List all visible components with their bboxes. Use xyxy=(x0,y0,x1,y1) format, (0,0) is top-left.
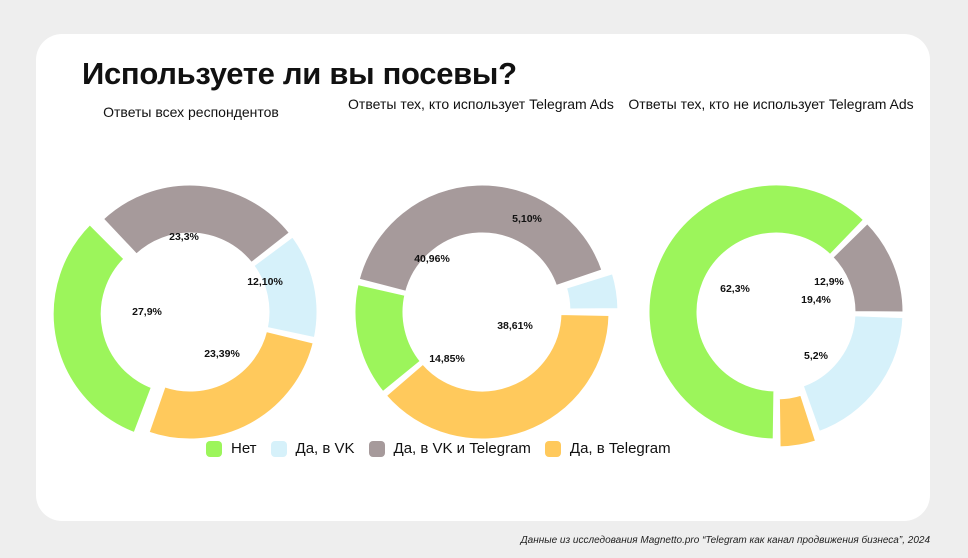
donut-chart-2: 14,85% 5,10% 40,96% 38,61% xyxy=(352,182,621,442)
donut-3-slice-telegram xyxy=(776,392,819,450)
donut-3-slice-vk xyxy=(800,313,906,435)
legend-item-vk-telegram: Да, в VK и Telegram xyxy=(368,440,531,457)
legend-swatch xyxy=(270,440,287,457)
donut-3-label-telegram: 5,2% xyxy=(804,350,829,362)
page-title: Используете ли вы посевы? xyxy=(82,56,517,91)
legend-item-vk: Да, в VK xyxy=(270,440,355,457)
donut-2-label-vk: 5,10% xyxy=(512,213,542,225)
donut-1-slice-no xyxy=(50,221,155,436)
legend-item-telegram: Да, в Telegram xyxy=(544,440,671,457)
donut-1-slice-vk-telegram xyxy=(100,182,293,266)
legend-swatch xyxy=(368,440,385,457)
legend-label: Да, в Telegram xyxy=(569,440,671,457)
donut-3-label-vk: 19,4% xyxy=(801,294,831,306)
donut-2-label-no: 14,85% xyxy=(429,353,465,365)
donut-3-slice-vk-telegram xyxy=(830,220,906,315)
chart-1-title: Ответы всех респондентов xyxy=(103,104,279,120)
donut-2-slice-vk-telegram xyxy=(356,182,605,294)
donut-chart-1: 27,9% 12,10% 23,3% 23,39% xyxy=(50,182,320,442)
donut-2-slice-telegram xyxy=(383,312,612,442)
donut-2-slice-no xyxy=(352,281,424,395)
legend-label: Нет xyxy=(231,440,257,457)
chart-2-title: Ответы тех, кто использует Telegram Ads xyxy=(348,96,614,112)
donut-1-label-vk-telegram: 23,3% xyxy=(169,231,199,243)
donut-1-slice-telegram xyxy=(146,328,316,442)
source-footnote: Данные из исследования Magnetto.pro “Tel… xyxy=(520,535,930,546)
chart-3-title: Ответы тех, кто не использует Telegram A… xyxy=(628,96,914,112)
legend-label: Да, в VK xyxy=(295,440,355,457)
donut-1-label-no: 27,9% xyxy=(132,306,162,318)
donut-3-slice-no xyxy=(646,182,867,442)
donut-1-label-vk: 12,10% xyxy=(247,276,283,288)
donut-chart-3: 62,3% 19,4% 12,9% 5,2% xyxy=(646,182,906,450)
legend-label: Да, в VK и Telegram xyxy=(393,440,531,457)
legend-item-no: Нет xyxy=(206,440,257,457)
donut-2-slice-vk xyxy=(563,271,621,312)
legend-swatch xyxy=(206,440,222,457)
donut-2-label-vk-telegram: 40,96% xyxy=(414,253,450,265)
donut-2-label-telegram: 38,61% xyxy=(497,320,533,332)
donut-1-label-telegram: 23,39% xyxy=(204,348,240,360)
legend-swatch xyxy=(544,440,561,457)
legend: Нет Да, в VK Да, в VK и Telegram Да, в T… xyxy=(206,440,671,457)
donut-1-slice-vk xyxy=(251,234,320,341)
donut-3-label-no: 62,3% xyxy=(720,283,750,295)
donut-3-label-vk-telegram: 12,9% xyxy=(814,276,844,288)
